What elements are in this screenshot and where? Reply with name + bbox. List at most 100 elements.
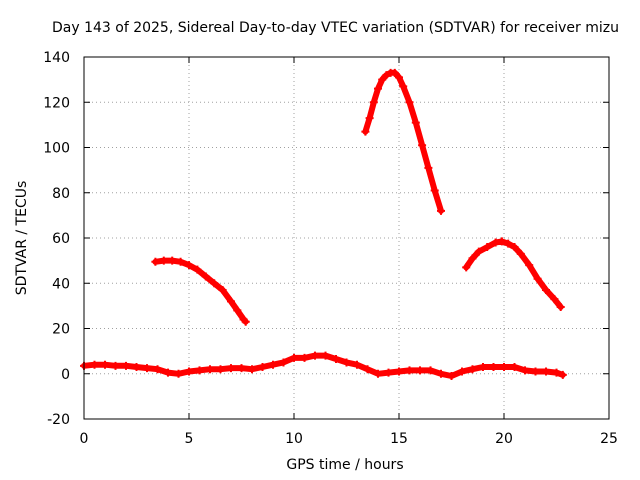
data-point [342, 358, 351, 367]
data-point [176, 257, 185, 266]
data-point [374, 84, 382, 93]
y-tick-label: 80 [52, 186, 70, 202]
data-point [321, 351, 330, 360]
data-point [437, 206, 445, 215]
y-tick-label: 60 [52, 231, 70, 247]
data-point [279, 358, 288, 367]
data-point [510, 243, 519, 252]
data-point [185, 367, 193, 376]
y-tick-label: 140 [43, 50, 70, 66]
y-tick-label: 120 [43, 95, 70, 111]
x-tick-label: 0 [80, 431, 89, 447]
data-point [483, 243, 492, 252]
data-point [201, 272, 210, 281]
data-point [353, 360, 361, 369]
data-point [90, 360, 99, 369]
data-point [151, 257, 160, 266]
data-point [369, 98, 378, 107]
data-point [374, 369, 382, 378]
data-point [468, 365, 477, 374]
data-point [111, 361, 120, 370]
y-tick-label: 100 [43, 141, 70, 157]
data-point [185, 261, 193, 270]
data-point [218, 286, 227, 295]
data-point [206, 365, 214, 374]
data-point [168, 256, 177, 265]
data-point [399, 82, 408, 91]
data-point [216, 365, 225, 374]
data-point [210, 279, 219, 288]
data-point [491, 238, 500, 247]
data-point [533, 274, 542, 283]
x-tick-label: 20 [495, 431, 513, 447]
data-point [550, 295, 559, 304]
data-point [378, 75, 387, 84]
data-point [405, 98, 414, 107]
data-point [164, 368, 172, 377]
data-point [426, 366, 435, 375]
data-point [132, 362, 141, 371]
data-point [159, 256, 168, 265]
y-tick-label: 20 [52, 322, 70, 338]
data-point [174, 369, 183, 378]
x-tick-label: 25 [600, 431, 618, 447]
x-tick-label: 5 [185, 431, 194, 447]
data-point [143, 364, 151, 373]
data-point [411, 118, 420, 127]
x-tick-label: 15 [390, 431, 408, 447]
data-point [521, 366, 529, 375]
data-point [395, 73, 403, 82]
data-point [101, 360, 109, 369]
data-point [556, 303, 565, 312]
data-point [531, 367, 540, 376]
data-point [258, 362, 267, 371]
y-tick-label: -20 [47, 412, 70, 428]
data-point [500, 362, 508, 371]
data-point [516, 249, 525, 258]
data-point [479, 362, 487, 371]
data-point [122, 361, 130, 370]
axis-ticks: 0 5 10 15 20 25 -20 0 20 40 60 80 100 120 140 [43, 50, 618, 447]
data-point [195, 366, 204, 375]
data-point [233, 306, 242, 315]
data-point [416, 366, 424, 375]
data-point [237, 364, 246, 373]
data-point [468, 254, 477, 263]
data-point [489, 362, 498, 371]
data-point [227, 364, 235, 373]
data-point [248, 365, 256, 374]
data-point [300, 353, 309, 362]
data-point [542, 367, 550, 376]
data-point [474, 247, 483, 256]
data-point [437, 369, 445, 378]
chart-title: Day 143 of 2025, Sidereal Day-to-day VTE… [52, 20, 619, 36]
data-point [361, 127, 370, 136]
data-point [424, 163, 433, 172]
data-point [365, 114, 374, 123]
data-point [458, 367, 466, 376]
data-point [390, 68, 399, 77]
data-point [311, 351, 319, 360]
series-line-pass-2 [362, 69, 444, 214]
data-point [227, 297, 235, 306]
x-tick-label: 10 [285, 431, 303, 447]
grid-lines [84, 57, 609, 419]
data-point [542, 286, 550, 295]
data-point [525, 261, 534, 270]
x-axis-label: GPS time / hours [286, 457, 404, 473]
data-point [241, 317, 250, 326]
data-point [447, 372, 456, 381]
data-point [332, 355, 340, 364]
data-point [558, 370, 567, 379]
data-point [430, 186, 439, 195]
y-tick-label: 0 [61, 367, 70, 383]
data-point [153, 365, 162, 374]
y-axis-label: SDTVAR / TECUs [14, 180, 30, 296]
data-point [418, 141, 427, 150]
data-point [497, 237, 506, 246]
data-point [384, 368, 393, 377]
data-point [382, 71, 391, 80]
data-point [552, 368, 561, 377]
data-point [363, 365, 372, 374]
